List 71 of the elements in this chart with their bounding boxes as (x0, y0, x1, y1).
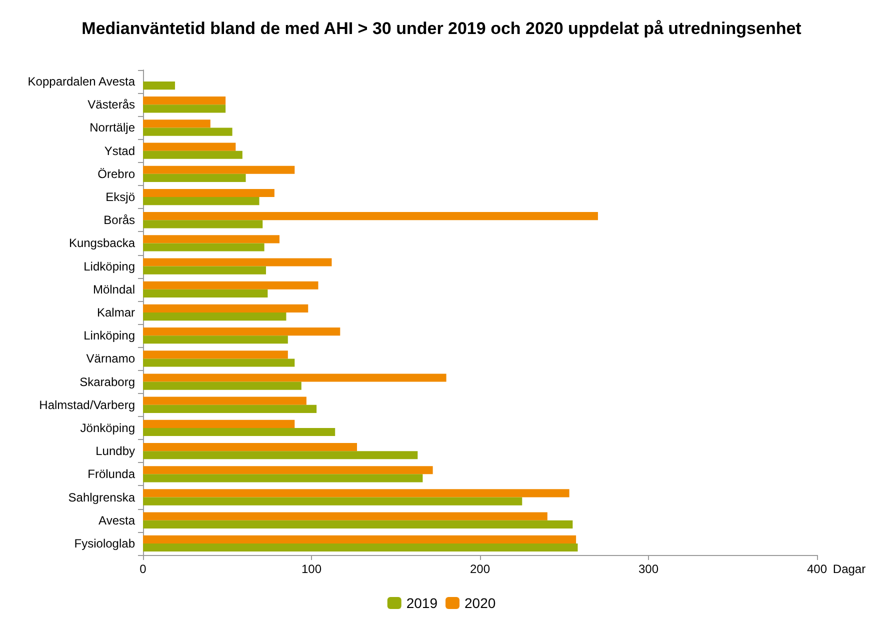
bar (143, 535, 576, 544)
bar (143, 212, 598, 220)
bar (143, 442, 357, 452)
bar (143, 266, 266, 274)
bar (143, 104, 226, 113)
y-tick-label: Kalmar (96, 306, 135, 320)
bar (143, 289, 268, 298)
bar (143, 382, 302, 390)
bar (143, 96, 226, 105)
x-tick-label: 0 (140, 562, 147, 576)
y-tick-label: Sahlgrenska (68, 490, 136, 504)
bar (143, 404, 317, 413)
y-tick-label: Västerås (88, 98, 135, 112)
bar (143, 396, 306, 405)
x-tick-label: 100 (301, 562, 322, 576)
bar (143, 497, 522, 506)
y-tick-label: Fysiologlab (74, 536, 136, 550)
bar (143, 428, 336, 436)
bar (143, 350, 288, 359)
bar (143, 474, 423, 482)
bar (143, 520, 573, 528)
bar (143, 543, 578, 552)
bar (143, 188, 274, 198)
bar (143, 235, 280, 244)
y-tick-label: Örebro (98, 166, 136, 181)
y-tick-label: Värnamo (86, 352, 136, 366)
bar (143, 374, 446, 382)
bar (143, 466, 433, 474)
bar (143, 142, 236, 151)
bar (143, 243, 264, 252)
x-tick-label: 200 (470, 562, 490, 576)
legend-label: 2020 (464, 595, 496, 611)
bar (143, 328, 340, 336)
y-tick-label: Norrtälje (90, 120, 136, 135)
bar (143, 336, 288, 344)
legend-label: 2019 (406, 595, 438, 611)
bar (143, 120, 210, 128)
bar (143, 82, 176, 90)
chart-title: Medianväntetid bland de med AHI > 30 under 2019 och 2020 uppdelat på utredningsenhet (82, 19, 802, 38)
y-tick-label: Skaraborg (80, 374, 135, 389)
y-tick-label: Kungsbacka (68, 236, 136, 250)
y-tick-label: Lidköping (84, 259, 135, 274)
bar (143, 512, 548, 520)
y-tick-label: Jönköping (80, 420, 135, 435)
y-tick-label: Linköping (84, 328, 135, 343)
y-tick-label: Borås (104, 213, 135, 228)
x-axis-title: Dagar (832, 562, 866, 576)
y-tick-label: Ystad (104, 144, 135, 158)
y-tick-label: Lundby (96, 444, 135, 458)
bar (143, 312, 286, 321)
bar (143, 220, 263, 228)
y-tick-label: Mölndal (92, 282, 135, 296)
bar (143, 281, 318, 290)
y-tick-label: Eksjö (106, 190, 136, 204)
bar (143, 420, 295, 428)
bar (143, 174, 246, 182)
y-tick-label: Avesta (98, 513, 136, 528)
bar (143, 128, 232, 136)
bar (143, 150, 242, 159)
y-tick-label: Halmstad/Varberg (39, 398, 135, 412)
y-tick-label: Frölunda (88, 467, 136, 482)
bar (143, 451, 418, 460)
y-tick-label: Koppardalen Avesta (28, 74, 136, 89)
bar (143, 304, 308, 312)
bar (143, 489, 570, 498)
bar (143, 166, 295, 174)
bar (143, 258, 332, 266)
x-tick-label: 400 (806, 562, 828, 576)
bar (143, 358, 295, 367)
bar (143, 197, 260, 206)
x-tick-label: 300 (638, 562, 659, 576)
